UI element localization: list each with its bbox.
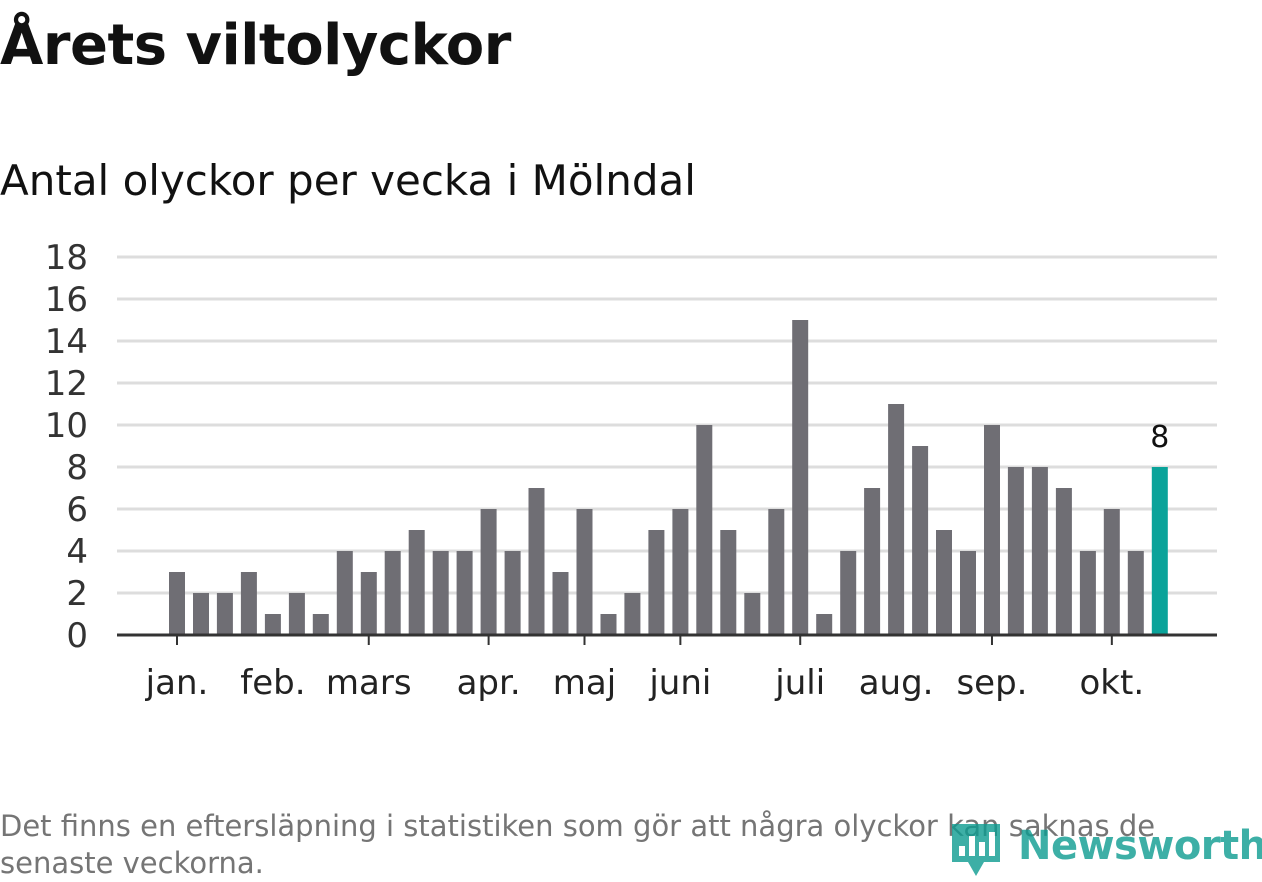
bar <box>720 530 737 635</box>
bar <box>912 446 929 635</box>
bar <box>408 530 425 635</box>
bar <box>552 572 569 635</box>
bar <box>1031 467 1048 635</box>
bar <box>1055 488 1072 635</box>
bar <box>960 551 976 635</box>
bar <box>1103 509 1120 635</box>
bar <box>456 551 473 635</box>
bar <box>264 614 281 635</box>
y-tick-label: 14 <box>45 322 88 362</box>
bar <box>864 488 881 635</box>
x-tick-label: sep. <box>956 663 1027 703</box>
x-tick-label: maj <box>553 663 616 703</box>
x-axis: jan. feb. mars apr. maj juni juli aug. sep. okt. <box>117 633 1217 703</box>
bar <box>288 593 305 635</box>
bar <box>768 509 785 635</box>
bar <box>696 425 713 635</box>
bar <box>984 425 1000 635</box>
bar <box>600 614 617 635</box>
y-tick-label: 4 <box>66 532 88 572</box>
bar <box>312 614 329 635</box>
y-tick-label: 0 <box>66 616 88 656</box>
bar <box>336 551 353 635</box>
x-tick-label: mars <box>326 663 412 703</box>
x-tick-label: okt. <box>1080 663 1145 703</box>
bar <box>672 509 689 635</box>
bar <box>360 572 377 635</box>
x-tick-label: jan. <box>145 663 209 703</box>
bar <box>1127 551 1144 635</box>
bar <box>432 551 449 635</box>
y-tick-label: 2 <box>66 574 88 614</box>
x-tick-label: feb. <box>240 663 305 703</box>
y-tick-label: 16 <box>45 280 88 320</box>
x-tick-label: apr. <box>457 663 521 703</box>
bar <box>240 572 257 635</box>
bars <box>169 320 1168 635</box>
annotations: 8 <box>1150 420 1169 455</box>
bar <box>169 572 185 635</box>
bar <box>193 593 209 635</box>
highlight-value-label: 8 <box>1150 420 1169 455</box>
x-tick-label: juni <box>648 663 711 703</box>
bar <box>792 320 809 635</box>
bar <box>1151 467 1168 635</box>
chart-subtitle: Antal olyckor per vecka i Mölndal <box>0 156 696 205</box>
y-tick-label: 12 <box>45 364 88 404</box>
bar <box>216 593 233 635</box>
bar <box>624 593 641 635</box>
bar <box>504 551 521 635</box>
bar <box>816 614 833 635</box>
y-tick-label: 10 <box>45 406 88 446</box>
bar <box>744 593 761 635</box>
y-tick-label: 6 <box>66 490 88 530</box>
chart-title: Årets viltolyckor <box>0 13 511 78</box>
bar <box>384 551 401 635</box>
bar <box>840 551 857 635</box>
x-tick-label: juli <box>774 663 825 703</box>
bar <box>936 530 952 635</box>
bar <box>528 488 545 635</box>
bar <box>888 404 905 635</box>
grid-lines <box>117 255 1217 595</box>
bar <box>1007 467 1024 635</box>
bar <box>1079 551 1096 635</box>
bar <box>576 509 593 635</box>
x-tick-label: aug. <box>859 663 934 703</box>
bar <box>648 530 665 635</box>
y-tick-label: 18 <box>45 238 88 278</box>
newsworthy-logo: Newsworthy <box>950 820 1262 876</box>
bar <box>480 509 497 635</box>
newsworthy-logo-text: Newsworthy <box>1018 823 1262 869</box>
newsworthy-logo-icon <box>952 824 1000 876</box>
y-tick-label: 8 <box>66 448 88 488</box>
